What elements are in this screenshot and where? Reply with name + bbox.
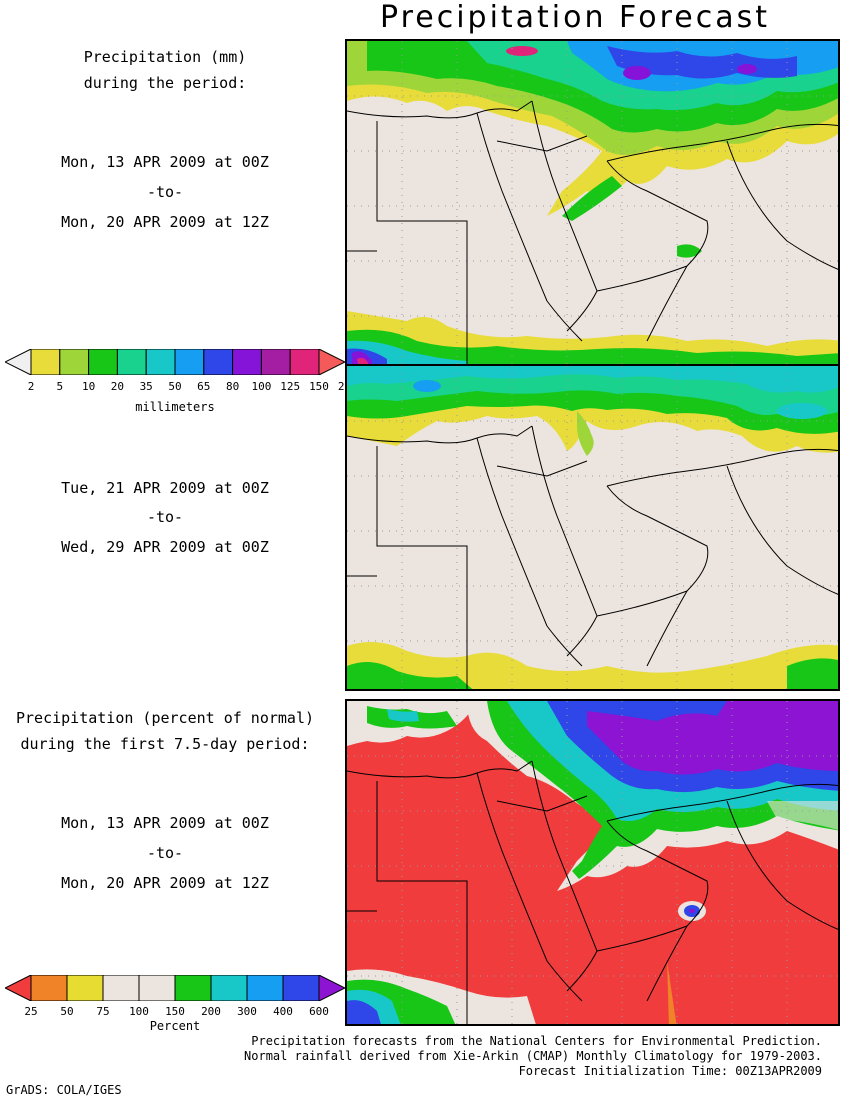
panel1-end-date: Mon, 20 APR 2009 at 12Z (61, 213, 269, 231)
colorbar-tick-label: 2 (27, 380, 35, 393)
colorbar-tick-label: 50 (168, 380, 182, 393)
panel2-end-date: Wed, 29 APR 2009 at 00Z (61, 538, 269, 556)
colorbar-tick-label: 5 (56, 380, 64, 393)
colorbar-swatch (88, 349, 118, 375)
colorbar-swatch (145, 349, 176, 375)
colorbar-swatch (66, 975, 104, 1001)
colorbar-tick-label: 150 (309, 380, 329, 393)
colorbar-swatch (102, 975, 140, 1001)
panel3-start-date: Mon, 13 APR 2009 at 00Z (61, 814, 269, 832)
panel1-start-date: Mon, 13 APR 2009 at 00Z (61, 153, 269, 171)
colorbar-swatch (30, 349, 61, 375)
credit-line-3: Forecast Initialization Time: 00Z13APR20… (518, 1064, 822, 1078)
colorbar-tick-label: 600 (309, 1005, 329, 1018)
percent-of-normal-map (345, 699, 840, 1026)
colorbar-tick-label: 100 (251, 380, 272, 393)
colorbar-tick-label: 125 (280, 380, 301, 393)
colorbar-swatch-low (5, 349, 32, 375)
colorbar-swatch (138, 975, 176, 1001)
panel3-heading-line1: Precipitation (percent of normal) (15, 709, 314, 727)
colorbar-tick-label: 300 (237, 1005, 257, 1018)
colorbar-pct-unit: Percent (149, 1019, 201, 1033)
colorbar-swatch (289, 349, 320, 375)
colorbar-swatch (246, 975, 284, 1001)
colorbar-tick-label: 10 (81, 380, 96, 393)
colorbar-swatch (30, 975, 68, 1001)
colorbar-swatch (203, 349, 234, 375)
colorbar-tick-label: 65 (197, 380, 211, 393)
colorbar-tick-label: 200 (201, 1005, 221, 1018)
panel2-start-date: Tue, 21 APR 2009 at 00Z (61, 479, 269, 497)
colorbar-swatch-high (318, 975, 345, 1001)
colorbar-mm-unit: millimeters (135, 400, 215, 414)
colorbar-swatch-low (5, 975, 32, 1001)
panel2-to-label: -to- (146, 508, 184, 526)
colorbar-tick-label: 150 (165, 1005, 185, 1018)
panel3-end-date: Mon, 20 APR 2009 at 12Z (61, 874, 269, 892)
page-title: Precipitation Forecast (380, 0, 770, 35)
panel1-to-label: -to- (146, 183, 184, 201)
forecast-map-week2 (345, 364, 840, 691)
colorbar-tick-label: 20 (110, 380, 125, 393)
credit-line-1: Precipitation forecasts from the Nationa… (251, 1034, 822, 1048)
colorbar-swatch (59, 349, 90, 375)
colorbar-tick-label: 50 (60, 1005, 74, 1018)
panel1-heading-line2: during the period: (83, 74, 247, 92)
colorbar-swatch (116, 349, 147, 375)
grads-footer: GrADS: COLA/IGES (6, 1083, 122, 1097)
colorbar-tick-label: 75 (96, 1005, 110, 1018)
colorbar-swatch (260, 349, 291, 375)
colorbar-swatch (282, 975, 320, 1001)
colorbar-tick-label: 80 (225, 380, 240, 393)
colorbar-tick-label: 100 (129, 1005, 149, 1018)
panel3-heading-line2: during the first 7.5-day period: (20, 735, 310, 753)
colorbar-millimeters (5, 349, 345, 375)
colorbar-tick-label: 25 (24, 1005, 38, 1018)
colorbar-percent (5, 975, 345, 1001)
colorbar-swatch (210, 975, 248, 1001)
colorbar-swatch (174, 349, 205, 375)
credit-line-2: Normal rainfall derived from Xie-Arkin (… (244, 1049, 822, 1063)
colorbar-swatch-high (318, 349, 345, 375)
forecast-map-week1 (345, 39, 840, 366)
colorbar-tick-label: 35 (139, 380, 153, 393)
colorbar-swatch (174, 975, 212, 1001)
colorbar-tick-label: 400 (273, 1005, 293, 1018)
panel1-heading-line1: Precipitation (mm) (83, 48, 247, 66)
credits: Precipitation forecasts from the Nationa… (244, 1034, 822, 1079)
colorbar-swatch (232, 349, 262, 375)
panel3-to-label: -to- (146, 844, 184, 862)
